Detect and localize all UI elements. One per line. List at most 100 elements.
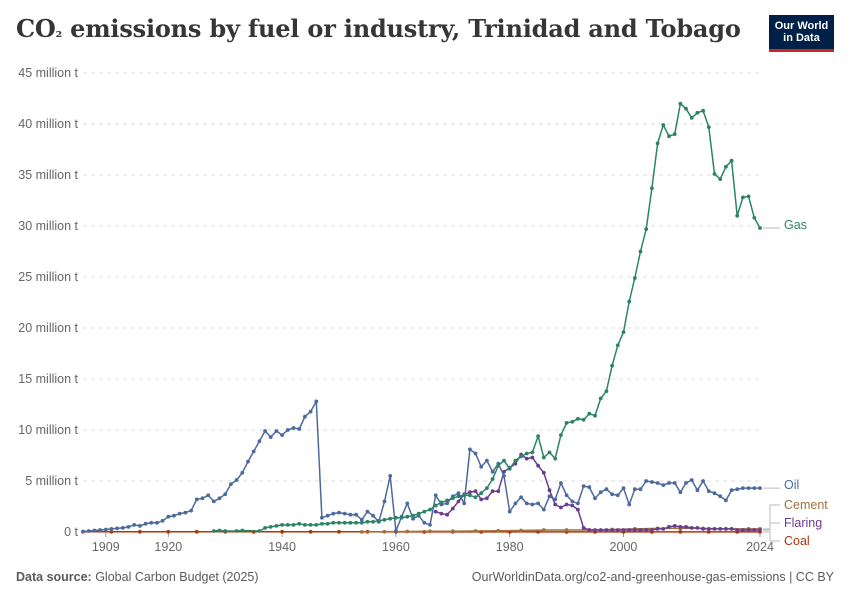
- data-point[interactable]: [291, 523, 296, 527]
- data-point[interactable]: [712, 491, 717, 496]
- data-point[interactable]: [303, 523, 307, 527]
- data-point[interactable]: [519, 454, 523, 459]
- data-point[interactable]: [706, 530, 711, 534]
- data-point[interactable]: [450, 496, 455, 501]
- data-point[interactable]: [246, 459, 250, 464]
- data-point[interactable]: [701, 479, 705, 483]
- data-point[interactable]: [610, 492, 614, 497]
- data-point[interactable]: [610, 528, 614, 532]
- data-point[interactable]: [268, 435, 273, 439]
- data-point[interactable]: [456, 491, 461, 496]
- data-point[interactable]: [718, 494, 723, 499]
- series-oil[interactable]: [81, 399, 762, 534]
- data-point[interactable]: [661, 527, 666, 531]
- data-point[interactable]: [667, 481, 671, 485]
- data-point[interactable]: [650, 480, 654, 484]
- data-point[interactable]: [297, 427, 302, 431]
- data-point[interactable]: [587, 485, 592, 489]
- data-point[interactable]: [564, 421, 569, 425]
- data-point[interactable]: [650, 186, 654, 191]
- data-point[interactable]: [160, 518, 165, 523]
- data-point[interactable]: [695, 110, 700, 115]
- series-flaring[interactable]: [433, 452, 762, 532]
- data-point[interactable]: [155, 520, 159, 525]
- data-point[interactable]: [177, 511, 182, 516]
- data-point[interactable]: [587, 528, 592, 532]
- data-point[interactable]: [359, 530, 364, 534]
- data-point[interactable]: [706, 125, 711, 129]
- data-point[interactable]: [632, 276, 637, 280]
- data-point[interactable]: [473, 451, 478, 456]
- data-point[interactable]: [382, 529, 387, 534]
- data-point[interactable]: [359, 517, 364, 522]
- data-point[interactable]: [285, 428, 290, 432]
- data-point[interactable]: [371, 519, 375, 524]
- data-point[interactable]: [502, 474, 506, 478]
- owid-logo[interactable]: Our World in Data: [769, 15, 834, 52]
- data-point[interactable]: [376, 518, 381, 523]
- data-point[interactable]: [541, 528, 546, 532]
- data-point[interactable]: [462, 493, 467, 498]
- data-point[interactable]: [735, 213, 740, 218]
- source-url-link[interactable]: OurWorldinData.org/co2-and-greenhouse-ga…: [471, 570, 834, 584]
- data-point[interactable]: [655, 527, 660, 531]
- data-point[interactable]: [365, 519, 370, 524]
- data-point[interactable]: [450, 506, 455, 511]
- data-point[interactable]: [416, 511, 421, 516]
- data-point[interactable]: [752, 528, 757, 532]
- data-point[interactable]: [615, 528, 620, 532]
- data-point[interactable]: [678, 101, 683, 106]
- data-point[interactable]: [485, 458, 489, 463]
- data-point[interactable]: [661, 123, 666, 127]
- data-point[interactable]: [718, 177, 723, 182]
- data-point[interactable]: [570, 499, 575, 504]
- data-point[interactable]: [536, 463, 540, 468]
- data-point[interactable]: [257, 439, 262, 444]
- data-point[interactable]: [689, 526, 694, 530]
- data-point[interactable]: [348, 512, 353, 517]
- data-point[interactable]: [519, 528, 523, 533]
- data-point[interactable]: [166, 529, 171, 534]
- data-point[interactable]: [496, 463, 501, 468]
- data-point[interactable]: [103, 527, 108, 532]
- data-point[interactable]: [399, 515, 404, 520]
- data-point[interactable]: [320, 521, 324, 526]
- data-point[interactable]: [741, 528, 745, 532]
- data-point[interactable]: [598, 490, 603, 495]
- data-point[interactable]: [337, 510, 341, 515]
- data-point[interactable]: [655, 481, 660, 485]
- data-point[interactable]: [439, 500, 444, 505]
- data-point[interactable]: [189, 508, 194, 513]
- data-point[interactable]: [729, 527, 734, 531]
- data-point[interactable]: [405, 514, 410, 519]
- data-point[interactable]: [581, 484, 586, 488]
- data-point[interactable]: [604, 528, 609, 532]
- data-point[interactable]: [234, 478, 239, 482]
- data-point[interactable]: [490, 477, 495, 481]
- data-point[interactable]: [285, 523, 290, 527]
- data-point[interactable]: [615, 493, 620, 498]
- data-point[interactable]: [695, 488, 700, 493]
- data-point[interactable]: [621, 330, 626, 334]
- data-point[interactable]: [547, 494, 552, 499]
- data-point[interactable]: [337, 520, 341, 525]
- data-point[interactable]: [638, 249, 643, 254]
- data-point[interactable]: [473, 489, 478, 494]
- data-point[interactable]: [502, 458, 506, 463]
- data-point[interactable]: [462, 501, 467, 506]
- data-point[interactable]: [217, 496, 222, 501]
- data-point[interactable]: [496, 528, 501, 533]
- data-point[interactable]: [678, 530, 683, 534]
- data-point[interactable]: [735, 528, 740, 532]
- data-point[interactable]: [183, 510, 188, 515]
- data-point[interactable]: [274, 429, 279, 433]
- data-point[interactable]: [166, 514, 171, 519]
- series-gas[interactable]: [211, 101, 762, 533]
- data-point[interactable]: [308, 529, 313, 534]
- data-point[interactable]: [746, 194, 751, 199]
- data-point[interactable]: [735, 487, 740, 492]
- data-point[interactable]: [115, 526, 119, 531]
- data-point[interactable]: [81, 529, 85, 534]
- data-point[interactable]: [479, 464, 484, 469]
- data-point[interactable]: [507, 509, 512, 514]
